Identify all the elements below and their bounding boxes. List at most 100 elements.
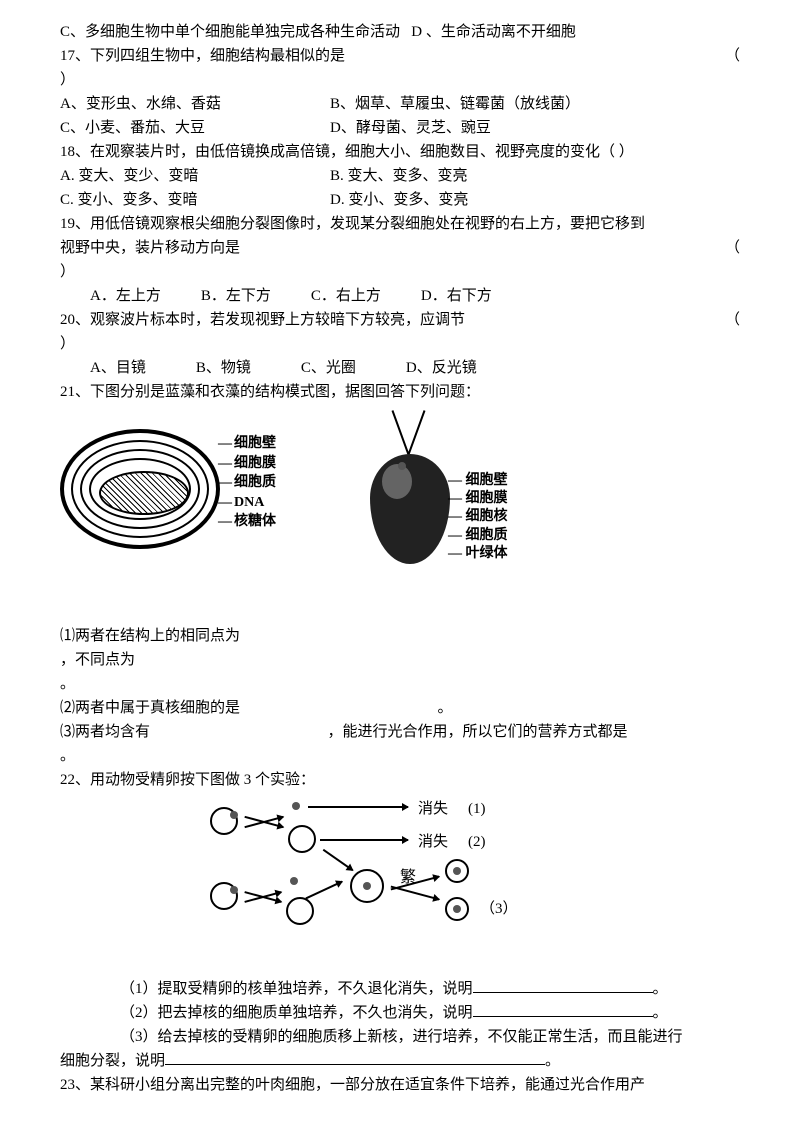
q20-opt-c: C、光圈 <box>301 356 356 380</box>
q19-opt-b: B．左下方 <box>201 284 271 308</box>
q17-paren-close-row: ） <box>60 68 740 92</box>
arrow-icon <box>320 839 408 841</box>
q21-sub3-row: ⑶两者均含有 ，能进行光合作用，所以它们的营养方式都是 <box>60 720 740 744</box>
arrow-icon <box>305 881 342 900</box>
q18-row-ab: A. 变大、变少、变暗 B. 变大、变多、变亮 <box>60 164 740 188</box>
q22-sub3b-row: 细胞分裂，说明 。 <box>60 1049 740 1073</box>
cyanobacteria-diagram: 细胞壁 细胞膜 细胞质 DNA 核糖体 <box>60 414 260 574</box>
blank-underline <box>165 1050 545 1065</box>
q22-sub1-row: （1）提取受精卵的核单独培养，不久退化消失，说明 。 <box>60 977 740 1001</box>
label-disappear-2: 消失 <box>418 830 448 854</box>
q18-stem: 18、在观察装片时，由低倍镜换成高倍镜，细胞大小、细胞数目、视野亮度的变化（ ） <box>60 140 740 164</box>
q17-row-ab: A、变形虫、水绵、香菇 B、烟草、草履虫、链霉菌（放线菌） <box>60 92 740 116</box>
q21-sub2-row: ⑵两者中属于真核细胞的是 。 <box>60 696 740 720</box>
egg-icon <box>210 807 238 835</box>
q19-opt-a: A．左上方 <box>90 284 161 308</box>
q22-sub3-period: 。 <box>545 1053 560 1069</box>
egg-icon <box>286 897 314 925</box>
nucleus-icon <box>453 867 461 875</box>
q19-stem2-row: 视野中央，装片移动方向是 （ <box>60 236 740 260</box>
egg-icon <box>210 882 238 910</box>
q18-opt-c: C. 变小、变多、变暗 <box>60 188 280 212</box>
egg-icon <box>288 825 316 853</box>
q17-row-cd: C、小麦、番茄、大豆 D、酵母菌、灵芝、豌豆 <box>60 116 740 140</box>
q20-opt-b: B、物镜 <box>196 356 251 380</box>
q17-opt-c: C、小麦、番茄、大豆 <box>60 116 280 140</box>
q19-stem2: 视野中央，装片移动方向是 <box>60 240 240 256</box>
q18-opt-d: D. 变小、变多、变亮 <box>330 188 468 212</box>
q22-sub2: （2）把去掉核的细胞质单独培养，不久也消失，说明 <box>120 1005 473 1021</box>
q19-options: A．左上方 B．左下方 C．右上方 D．右下方 <box>60 284 740 308</box>
nucleus-icon <box>453 905 461 913</box>
q21-period1: 。 <box>60 672 740 696</box>
q19-paren-close-row: ） <box>60 260 740 284</box>
q22-sub3a: （3）给去掉核的受精卵的细胞质移上新核，进行培养，不仅能正常生活，而且能进行 <box>60 1025 740 1049</box>
q16-options-cd: C、多细胞生物中单个细胞能单独完成各种生命活动 D 、生命活动离不开细胞 <box>60 20 740 44</box>
nucleus-icon <box>292 802 300 810</box>
q21-sub3b: ，能进行光合作用，所以它们的营养方式都是 <box>328 724 628 740</box>
blank-underline <box>473 1002 653 1017</box>
label-dna: DNA <box>218 493 276 513</box>
q20-paren-close: ） <box>60 336 75 352</box>
label-num1: (1) <box>468 797 486 821</box>
blank-underline <box>473 978 653 993</box>
q22-stem: 22、用动物受精卵按下图做 3 个实验： <box>60 768 740 792</box>
egg-big-icon <box>350 869 384 903</box>
label-disappear-1: 消失 <box>418 797 448 821</box>
label-cell-wall-1: 细胞壁 <box>218 434 276 454</box>
q21-diagram: 细胞壁 细胞膜 细胞质 DNA 核糖体 细胞壁 细胞膜 细胞核 细胞质 叶绿体 <box>60 414 740 594</box>
q21-sub2-end: 。 <box>438 700 453 716</box>
q19-stem1: 19、用低倍镜观察根尖细胞分裂图像时，发现某分裂细胞处在视野的右上方，要把它移到 <box>60 212 740 236</box>
nucleus-icon <box>230 811 238 819</box>
label-cell-wall-2: 细胞壁 <box>448 472 508 490</box>
q21-sub3-end: 。 <box>60 744 740 768</box>
q21-stem: 21、下图分别是蓝藻和衣藻的结构模式图，据图回答下列问题： <box>60 380 740 404</box>
q21-sub2: ⑵两者中属于真核细胞的是 <box>60 700 240 716</box>
label-chloroplast: 叶绿体 <box>448 545 508 563</box>
label-ribosome: 核糖体 <box>218 512 276 532</box>
q22-diagram: 消失 (1) 消失 (2) 繁 （3） <box>200 797 600 967</box>
cyanobacteria-labels: 细胞壁 细胞膜 细胞质 DNA 核糖体 <box>218 434 276 532</box>
q17-opt-b: B、烟草、草履虫、链霉菌（放线菌） <box>330 92 580 116</box>
q22-sub2-period: 。 <box>653 1005 668 1021</box>
q21-sub3a: ⑶两者均含有 <box>60 724 150 740</box>
q19-paren-open: （ <box>725 236 740 260</box>
q18-opt-a: A. 变大、变少、变暗 <box>60 164 280 188</box>
label-cell-membrane-1: 细胞膜 <box>218 454 276 474</box>
q20-opt-d: D、反光镜 <box>406 356 477 380</box>
q17-opt-a: A、变形虫、水绵、香菇 <box>60 92 280 116</box>
label-nucleus: 细胞核 <box>448 508 508 526</box>
oval-cell <box>60 429 220 549</box>
egg-icon <box>445 897 469 921</box>
q22-sub3b: 细胞分裂，说明 <box>60 1053 165 1069</box>
q18-opt-b: B. 变大、变多、变亮 <box>330 164 468 188</box>
q21-sub1a: ⑴两者在结构上的相同点为 <box>60 624 740 648</box>
nucleus-icon <box>290 877 298 885</box>
egg-icon <box>445 859 469 883</box>
q22-sub1-period: 。 <box>653 981 668 997</box>
q19-opt-c: C．右上方 <box>311 284 381 308</box>
label-cytoplasm-1: 细胞质 <box>218 473 276 493</box>
arrow-icon <box>323 849 354 871</box>
q17-paren-close: ） <box>60 72 75 88</box>
q23-stem: 23、某科研小组分离出完整的叶肉细胞，一部分放在适宜条件下培养，能通过光合作用产 <box>60 1073 740 1097</box>
q20-opt-a: A、目镜 <box>90 356 146 380</box>
nucleus-icon <box>230 886 238 894</box>
q22-sub1: （1）提取受精卵的核单独培养，不久退化消失，说明 <box>120 981 473 997</box>
label-num2: (2) <box>468 830 486 854</box>
q17-stem-row: 17、下列四组生物中，细胞结构最相似的是 （ <box>60 44 740 68</box>
label-num3: （3） <box>480 897 518 921</box>
q16-opt-c: C、多细胞生物中单个细胞能单独完成各种生命活动 <box>60 24 400 40</box>
q21-sub1b: ，不同点为 <box>60 648 740 672</box>
arrow-icon <box>308 806 408 808</box>
label-cell-membrane-2: 细胞膜 <box>448 490 508 508</box>
q17-opt-d: D、酵母菌、灵芝、豌豆 <box>330 116 491 140</box>
q16-opt-d: D 、生命活动离不开细胞 <box>411 24 576 40</box>
alga-body <box>370 454 450 564</box>
chlamydomonas-diagram: 细胞壁 细胞膜 细胞核 细胞质 叶绿体 <box>360 414 510 594</box>
q20-stem-row: 20、观察波片标本时，若发现视野上方较暗下方较亮，应调节 （ <box>60 308 740 332</box>
q19-paren-close: ） <box>60 264 75 280</box>
chlamydomonas-labels: 细胞壁 细胞膜 细胞核 细胞质 叶绿体 <box>448 472 508 563</box>
q22-sub2-row: （2）把去掉核的细胞质单独培养，不久也消失，说明 。 <box>60 1001 740 1025</box>
eyespot-icon <box>398 462 406 470</box>
